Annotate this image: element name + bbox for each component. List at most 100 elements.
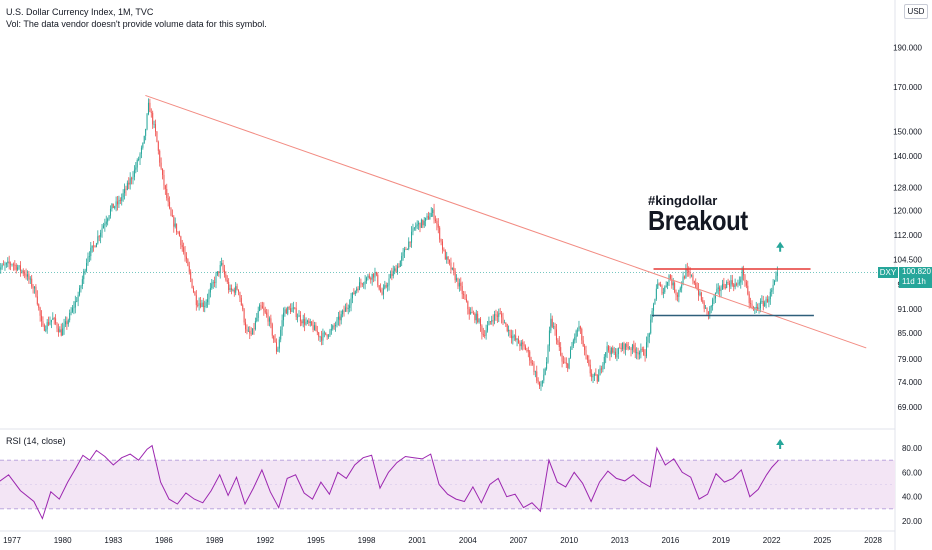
candle-body — [451, 267, 453, 270]
candle-body — [495, 314, 497, 316]
candle-body — [465, 298, 467, 302]
candle-body — [744, 275, 746, 283]
candle-body — [22, 270, 24, 274]
candle-body — [579, 326, 581, 329]
candle-body — [93, 245, 95, 247]
candle-body — [506, 324, 508, 332]
candle-body — [543, 374, 545, 381]
candle-body — [57, 328, 59, 333]
candle-body — [91, 245, 93, 248]
price-scale-label: 170.000 — [893, 83, 922, 92]
price-scale-label: 91.000 — [898, 305, 923, 314]
candle-body — [268, 318, 270, 322]
price-scale-label: 190.000 — [893, 44, 922, 53]
candle-body — [180, 236, 182, 246]
candle-body — [55, 318, 57, 324]
time-axis-label: 1992 — [256, 536, 274, 545]
candle-body — [169, 201, 171, 209]
candle-body — [512, 336, 514, 339]
candle-body — [721, 283, 723, 290]
candle-body — [705, 307, 707, 309]
candle-body — [529, 351, 531, 361]
candle-body — [672, 282, 674, 286]
candle-body — [640, 348, 642, 353]
candle-body — [263, 308, 265, 311]
candle-body — [367, 275, 369, 278]
candle-body — [499, 313, 501, 315]
candle-body — [616, 354, 618, 358]
candle-body — [50, 319, 52, 323]
candle-body — [166, 188, 168, 198]
candle-body — [536, 371, 538, 381]
candle-body — [440, 239, 442, 242]
rsi-pane[interactable] — [0, 439, 895, 520]
candle-body — [772, 284, 774, 291]
rsi-label[interactable]: RSI (14, close) — [6, 436, 66, 446]
candle-body — [45, 329, 47, 331]
candle-body — [572, 340, 574, 346]
candle-body — [330, 328, 332, 331]
candle-body — [541, 380, 543, 384]
candle-body — [344, 307, 346, 312]
candle-body — [223, 269, 225, 275]
candle-body — [177, 231, 179, 233]
candle-body — [510, 335, 512, 339]
candle-body — [489, 321, 491, 323]
candle-body — [681, 285, 683, 289]
price-pane[interactable] — [0, 94, 895, 391]
candle-body — [620, 347, 622, 350]
candle-body — [660, 284, 662, 286]
currency-badge[interactable]: USD — [904, 4, 928, 19]
candle-body — [228, 282, 230, 290]
candle-body — [59, 329, 61, 333]
candle-body — [458, 282, 460, 287]
candle-body — [460, 282, 462, 286]
candle-body — [418, 222, 420, 225]
candle-body — [449, 260, 451, 263]
candle-body — [188, 265, 190, 272]
candle-body — [762, 301, 764, 307]
candle-body — [713, 298, 715, 300]
candle-body — [315, 325, 317, 332]
candle-body — [585, 350, 587, 356]
candle-body — [163, 174, 165, 186]
candle-body — [524, 346, 527, 351]
candle-body — [433, 209, 435, 220]
candle-body — [653, 304, 655, 311]
candle-body — [216, 271, 218, 275]
candle-body — [412, 228, 414, 232]
candle-body — [447, 256, 449, 261]
candle-body — [162, 168, 164, 175]
candle-body — [485, 330, 487, 336]
candle-body — [240, 297, 242, 306]
annotation-hashtag[interactable]: #kingdollar — [648, 193, 718, 208]
candle-body — [723, 283, 725, 288]
candle-body — [264, 310, 266, 313]
candle-body — [271, 324, 273, 336]
candle-body — [88, 256, 90, 257]
candle-body — [509, 329, 511, 336]
candle-body — [70, 311, 72, 314]
candle-body — [204, 306, 206, 307]
candle-body — [501, 313, 503, 318]
candle-body — [278, 339, 280, 349]
candle-body — [157, 141, 159, 151]
candle-body — [102, 225, 104, 229]
candle-body — [581, 328, 583, 341]
candle-body — [622, 343, 624, 350]
annotation-headline[interactable]: Breakout — [648, 205, 748, 236]
candle-body — [187, 259, 189, 266]
candle-body — [136, 159, 138, 168]
candle-body — [208, 292, 210, 300]
time-axis-label: 1995 — [307, 536, 325, 545]
candle-body — [357, 288, 359, 290]
candle-body — [702, 300, 704, 303]
candle-body — [277, 348, 279, 352]
symbol-title[interactable]: U.S. Dollar Currency Index, 1M, TVC — [6, 7, 154, 17]
candle-body — [738, 282, 740, 284]
candle-body — [254, 321, 256, 330]
candle-body — [364, 281, 366, 284]
candle-body — [76, 301, 78, 302]
candle-body — [237, 289, 240, 293]
